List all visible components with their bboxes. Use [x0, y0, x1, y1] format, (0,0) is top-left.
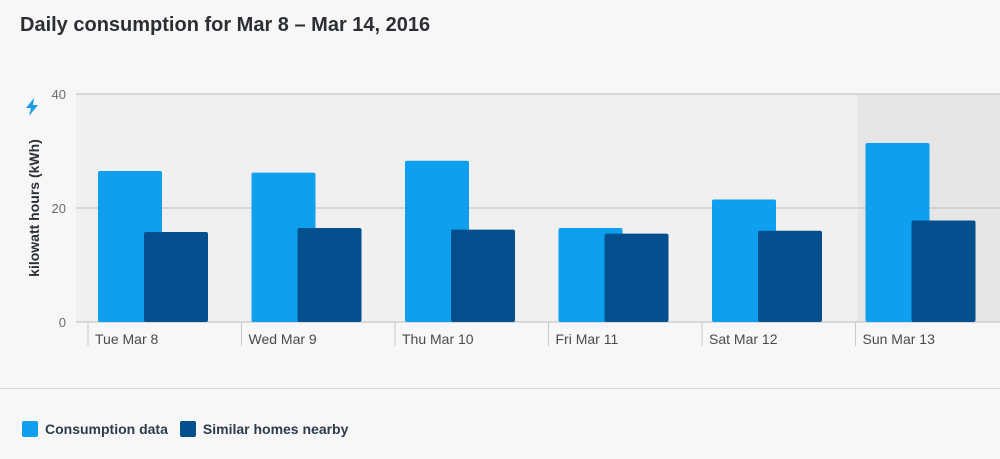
legend-swatch-consumption: [22, 421, 38, 437]
bar-similar-homes: [297, 227, 362, 322]
x-tick-label: Tue Mar 8: [95, 331, 158, 347]
x-tick-label: Fri Mar 11: [556, 331, 619, 347]
legend-label-similar-homes: Similar homes nearby: [202, 421, 349, 437]
legend-divider: [0, 388, 1000, 389]
legend: Consumption data Similar homes nearby: [22, 421, 360, 437]
legend-item-consumption[interactable]: Consumption data: [22, 421, 168, 437]
x-tick-label: Wed Mar 9: [249, 331, 317, 347]
bar-similar-homes: [604, 233, 669, 322]
legend-label-consumption: Consumption data: [45, 421, 168, 437]
bar-similar-homes: [758, 230, 822, 322]
lightning-bolt-icon: [26, 98, 38, 116]
y-axis-label: kilowatt hours (kWh): [26, 139, 42, 277]
bar-similar-homes: [144, 231, 208, 322]
y-tick-label: 20: [52, 201, 66, 216]
bar-chart: 0 20 40 Tue Mar 8 Wed Mar 9 Thu Mar 10 Fri Mar…: [52, 87, 1000, 347]
x-tick-label: Thu Mar 10: [402, 331, 474, 347]
x-tick-label: Sat Mar 12: [709, 331, 778, 347]
chart-title: Daily consumption for Mar 8 – Mar 14, 20…: [20, 14, 431, 36]
y-tick-label: 0: [59, 315, 66, 330]
bar-similar-homes: [451, 229, 515, 322]
legend-item-similar-homes[interactable]: Similar homes nearby: [179, 421, 349, 437]
bar-similar-homes: [911, 220, 976, 322]
legend-swatch-similar-homes: [179, 421, 196, 437]
y-tick-label: 40: [52, 87, 66, 102]
x-tick-label: Sun Mar 13: [863, 331, 936, 347]
